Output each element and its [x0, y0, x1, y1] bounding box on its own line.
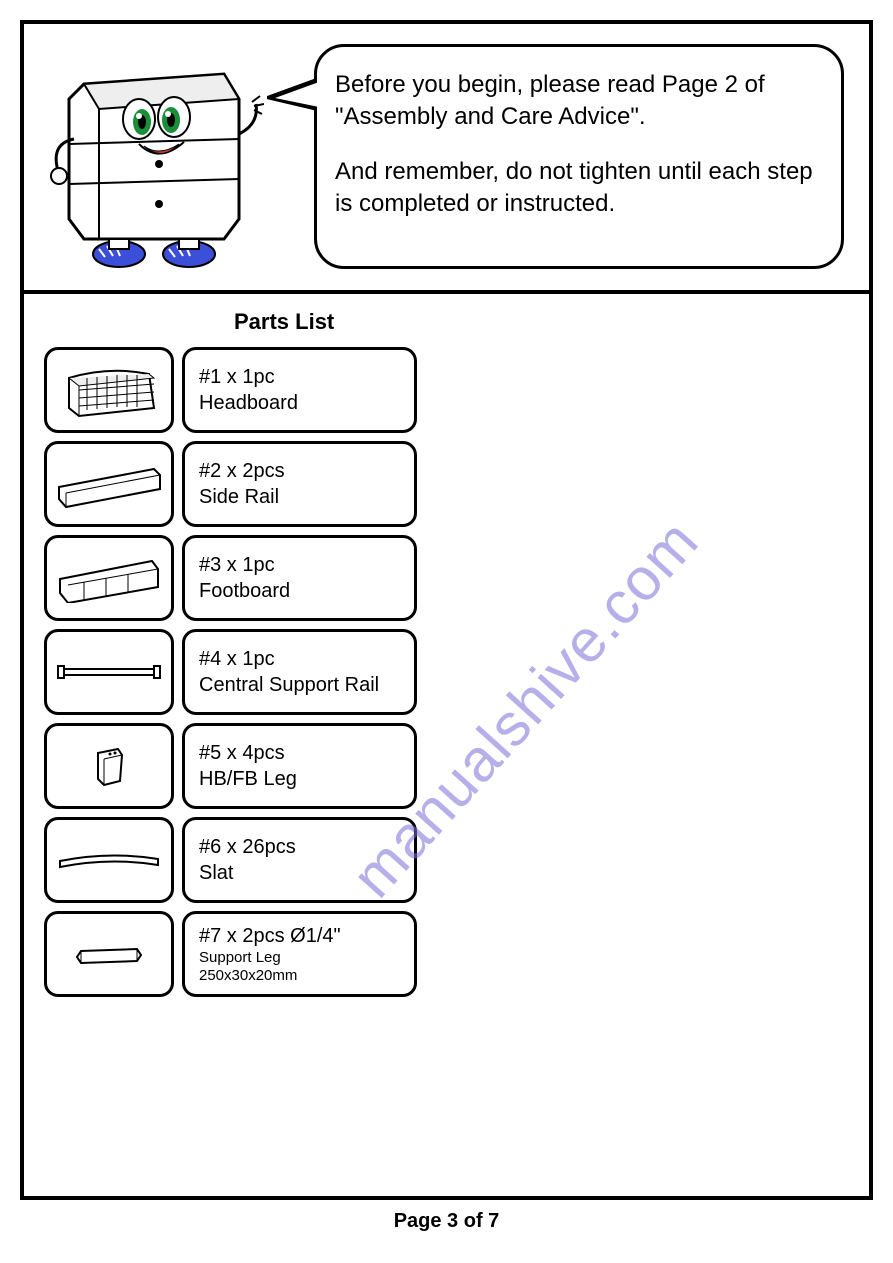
parts-panel: manualshive.com Parts List	[24, 294, 869, 1199]
outer-frame: Before you begin, please read Page 2 of …	[20, 20, 873, 1200]
part-icon-footboard	[44, 535, 174, 621]
part-qty: #6 x 26pcs	[199, 834, 400, 860]
part-icon-support-leg	[44, 911, 174, 997]
part-label: #2 x 2pcs Side Rail	[182, 441, 417, 527]
part-name: Headboard	[199, 390, 400, 416]
part-icon-headboard	[44, 347, 174, 433]
part-icon-leg	[44, 723, 174, 809]
part-qty: #5 x 4pcs	[199, 740, 400, 766]
part-name: Central Support Rail	[199, 672, 400, 698]
part-qty: #2 x 2pcs	[199, 458, 400, 484]
intro-panel: Before you begin, please read Page 2 of …	[24, 24, 869, 294]
part-name: HB/FB Leg	[199, 766, 400, 792]
speech-line-1: Before you begin, please read Page 2 of …	[335, 69, 823, 134]
part-qty: #1 x 1pc	[199, 364, 400, 390]
part-name: Side Rail	[199, 484, 400, 510]
part-row: #3 x 1pc Footboard	[44, 535, 849, 621]
part-label: #3 x 1pc Footboard	[182, 535, 417, 621]
page: Before you begin, please read Page 2 of …	[0, 0, 893, 1243]
part-label: #1 x 1pc Headboard	[182, 347, 417, 433]
part-name: Slat	[199, 860, 400, 886]
part-label: #4 x 1pc Central Support Rail	[182, 629, 417, 715]
part-qty: #3 x 1pc	[199, 552, 400, 578]
part-name: Support Leg	[199, 949, 400, 967]
part-icon-slat	[44, 817, 174, 903]
part-label: #6 x 26pcs Slat	[182, 817, 417, 903]
part-row: #2 x 2pcs Side Rail	[44, 441, 849, 527]
part-icon-support-rail	[44, 629, 174, 715]
part-label: #7 x 2pcs Ø1/4" Support Leg 250x30x20mm	[182, 911, 417, 997]
page-number: Page 3 of 7	[20, 1210, 873, 1233]
speech-bubble: Before you begin, please read Page 2 of …	[314, 44, 844, 269]
part-name: Footboard	[199, 578, 400, 604]
part-row: #5 x 4pcs HB/FB Leg	[44, 723, 849, 809]
mascot-illustration	[44, 44, 264, 274]
part-row: #6 x 26pcs Slat	[44, 817, 849, 903]
part-row: #7 x 2pcs Ø1/4" Support Leg 250x30x20mm	[44, 911, 849, 997]
part-qty: #7 x 2pcs Ø1/4"	[199, 923, 400, 949]
part-row: #4 x 1pc Central Support Rail	[44, 629, 849, 715]
part-label: #5 x 4pcs HB/FB Leg	[182, 723, 417, 809]
speech-line-2: And remember, do not tighten until each …	[335, 156, 823, 221]
part-row: #1 x 1pc Headboard	[44, 347, 849, 433]
part-sub: 250x30x20mm	[199, 967, 400, 985]
parts-list-title: Parts List	[234, 309, 849, 335]
part-qty: #4 x 1pc	[199, 646, 400, 672]
part-icon-side-rail	[44, 441, 174, 527]
